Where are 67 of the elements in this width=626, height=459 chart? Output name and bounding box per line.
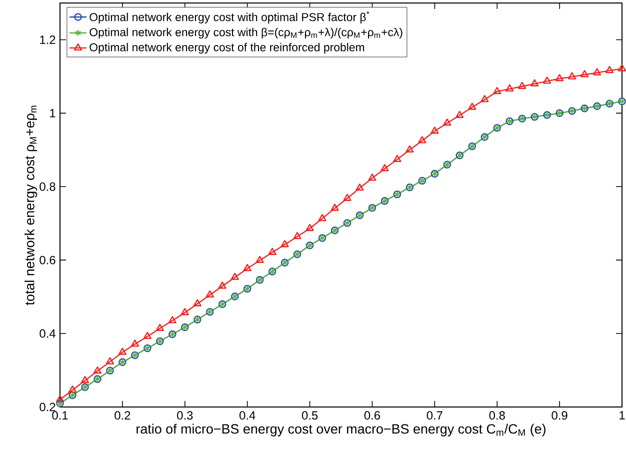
x-axis-title: ratio of micro−BS energy cost over macro−BS energy cost C$_{m}$/C$_{M}$ (e) — [136, 424, 546, 436]
y-tick-label: 1.2 — [40, 36, 56, 44]
point — [106, 357, 114, 364]
point — [193, 299, 202, 306]
y-tick-label: 0.4 — [40, 329, 56, 338]
point — [605, 66, 614, 74]
point — [530, 79, 539, 86]
point — [218, 282, 226, 289]
x-tick-label: 0.5 — [302, 411, 318, 420]
point — [506, 84, 514, 92]
x-tick-label: 0.2 — [114, 411, 130, 420]
point — [380, 164, 389, 172]
x-tick-label: 0.4 — [240, 411, 256, 420]
point — [568, 72, 576, 80]
y-tick-label: 0.8 — [40, 182, 56, 191]
point — [118, 348, 126, 355]
point — [206, 290, 214, 298]
point — [456, 110, 464, 118]
x-tick-label: 0.8 — [489, 411, 505, 420]
x-tick-label: 0.9 — [552, 411, 568, 420]
point — [443, 118, 452, 126]
point — [430, 126, 439, 134]
point — [618, 64, 626, 72]
point — [130, 340, 139, 347]
point — [393, 154, 402, 162]
point — [230, 272, 239, 280]
legend-label: Optimal network energy cost with optimal PSR factor β$^{*}$ — [90, 11, 370, 24]
legend-label: Optimal network energy cost of the reinforced problem — [90, 42, 364, 54]
point — [592, 68, 602, 76]
point — [93, 366, 102, 374]
x-tick-label: 0.6 — [364, 411, 380, 420]
point — [556, 74, 564, 82]
point — [68, 386, 77, 393]
point — [306, 224, 314, 232]
point — [168, 316, 176, 324]
point — [580, 70, 589, 78]
point — [318, 214, 326, 222]
point — [368, 174, 376, 181]
point — [330, 204, 339, 211]
point — [293, 232, 302, 240]
x-tick-label: 0.7 — [426, 411, 442, 420]
point — [56, 395, 64, 402]
x-tick-label: 0.1 — [52, 411, 68, 420]
point — [143, 332, 152, 340]
point — [343, 194, 352, 201]
y-axis-title: total network energy cost ρ$_{M}$+eρ$_{m}$ — [24, 106, 38, 306]
text: Optimal network energy cost with β=(cρ$_{M}$+ρ$_{m}$+λ)/(cρ$_{M}$+ρ$_{m}$+cλ) — [90, 28, 402, 39]
y-tick-label: 0.6 — [40, 256, 56, 264]
point — [493, 86, 502, 94]
point — [543, 76, 552, 84]
point — [256, 256, 264, 264]
point — [280, 240, 289, 248]
point — [180, 308, 189, 316]
point — [243, 264, 252, 272]
point — [80, 376, 90, 384]
point — [418, 136, 426, 144]
point — [480, 94, 489, 102]
y-tick-label: 0.2 — [40, 402, 56, 412]
y-tick-label: 1 — [50, 109, 56, 118]
x-tick-label: 0.3 — [177, 411, 193, 420]
point — [156, 324, 164, 331]
point — [468, 102, 476, 110]
point — [406, 145, 414, 152]
point — [518, 82, 526, 89]
x-tick-label: 1 — [620, 411, 625, 420]
point — [268, 248, 276, 255]
point — [356, 184, 364, 191]
